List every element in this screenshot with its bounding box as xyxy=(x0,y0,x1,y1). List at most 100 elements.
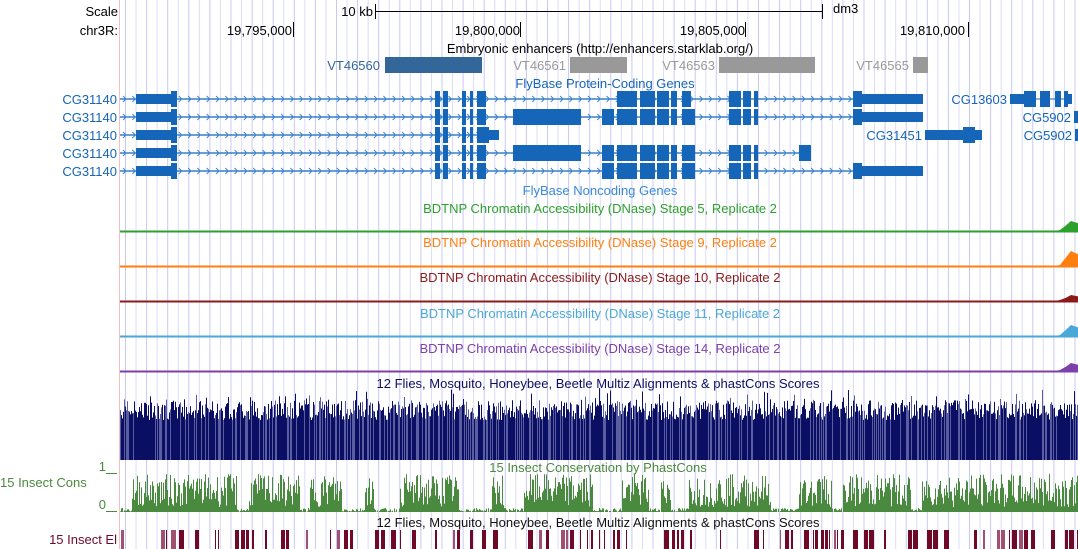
multiz-bar xyxy=(450,410,451,460)
multiz-bar xyxy=(278,415,279,460)
multiz-bar xyxy=(745,404,746,460)
multiz-bar xyxy=(305,404,306,460)
enhancer-label[interactable]: VT46561 xyxy=(513,58,566,73)
multiz-bar xyxy=(879,408,880,460)
gene-label[interactable]: CG5902 xyxy=(1023,128,1072,143)
multiz-bar xyxy=(252,400,253,460)
multiz-bar xyxy=(576,404,577,460)
track-title-dnase-stage5[interactable]: BDTNP Chromatin Accessibility (DNase) St… xyxy=(423,201,777,216)
multiz-bar xyxy=(599,388,600,460)
cons-bar xyxy=(279,501,280,512)
cons-bar xyxy=(282,498,283,512)
strand-arrow-icon xyxy=(336,149,341,157)
cons-bar xyxy=(766,495,767,512)
strand-arrow-icon xyxy=(262,95,267,103)
cons-bar xyxy=(553,491,554,512)
track-title-dnase-stage10[interactable]: BDTNP Chromatin Accessibility (DNase) St… xyxy=(419,270,781,285)
strand-arrow-icon xyxy=(810,95,815,103)
multiz-bar xyxy=(402,406,403,460)
strand-arrow-icon xyxy=(438,167,443,175)
cons-bar xyxy=(632,477,633,512)
enhancer-label[interactable]: VT46560 xyxy=(327,58,380,73)
enhancer-label[interactable]: VT46563 xyxy=(662,58,715,73)
multiz-bar xyxy=(876,414,877,460)
cons-bar xyxy=(409,482,410,512)
multiz-bar xyxy=(149,419,150,460)
cons-bar xyxy=(389,510,390,512)
cons-bar xyxy=(343,511,344,512)
gene-label[interactable]: CG31140 xyxy=(62,146,117,161)
multiz-bar xyxy=(148,405,149,460)
multiz-bar xyxy=(256,416,257,460)
track-title-cons[interactable]: 15 Insect Conservation by PhastCons xyxy=(489,460,707,475)
multiz-bar xyxy=(925,405,926,460)
track-title-dnase-stage11[interactable]: BDTNP Chromatin Accessibility (DNase) St… xyxy=(419,306,781,321)
cons-bar xyxy=(301,509,302,512)
multiz-bar xyxy=(710,404,711,460)
cons-bar xyxy=(170,474,171,512)
multiz-bar xyxy=(197,413,198,460)
multiz-bar xyxy=(707,406,708,460)
track-title-flybase-noncoding[interactable]: FlyBase Noncoding Genes xyxy=(522,183,678,198)
cons-bar xyxy=(176,502,177,512)
gene-label[interactable]: CG31140 xyxy=(62,164,117,179)
cons-bar xyxy=(865,488,866,512)
cons-bar xyxy=(784,508,785,512)
cons-bar xyxy=(658,509,659,512)
cons-bar xyxy=(901,504,902,512)
utr-block xyxy=(136,130,172,140)
multiz-bar xyxy=(889,413,890,460)
multiz-bar xyxy=(362,401,363,460)
cons-side-label[interactable]: 15 Insect Cons xyxy=(0,475,87,490)
cons-bar xyxy=(795,509,796,512)
track-title-dnase-stage9[interactable]: BDTNP Chromatin Accessibility (DNase) St… xyxy=(423,235,777,250)
cons-bar xyxy=(592,484,593,512)
multiz-bar xyxy=(550,415,551,460)
multiz-bar xyxy=(678,417,679,460)
conserved-element xyxy=(215,530,216,549)
gene-label[interactable]: CG5902 xyxy=(1022,110,1071,125)
gene-label[interactable]: CG31140 xyxy=(62,128,117,143)
multiz-bar xyxy=(237,407,238,460)
multiz-bar xyxy=(175,401,176,460)
multiz-bar xyxy=(489,405,490,460)
multiz-bar xyxy=(729,404,730,460)
gene-label[interactable]: CG13603 xyxy=(951,92,1007,107)
cons-bar xyxy=(259,490,260,512)
cons-bar xyxy=(839,508,840,512)
multiz-bar xyxy=(431,409,432,460)
track-title-multiz[interactable]: 12 Flies, Mosquito, Honeybee, Beetle Mul… xyxy=(376,376,820,391)
cons-bar xyxy=(410,491,411,512)
multiz-bar xyxy=(538,417,539,460)
multiz-bar xyxy=(493,403,494,460)
multiz-bar xyxy=(441,406,442,460)
gene-label[interactable]: CG31140 xyxy=(62,110,117,125)
track-title-enhancers[interactable]: Embryonic enhancers (http://enhancers.st… xyxy=(446,41,754,56)
cons-bar xyxy=(140,503,141,512)
cons-bar xyxy=(873,499,874,512)
multiz-bar xyxy=(937,407,938,460)
cons-bar xyxy=(970,488,971,512)
track-title-flybase-coding[interactable]: FlyBase Protein-Coding Genes xyxy=(515,76,695,91)
cons-bar xyxy=(564,483,565,512)
multiz-bar xyxy=(354,410,355,460)
conserved-element xyxy=(1001,530,1005,549)
multiz-bar xyxy=(938,407,939,460)
cons-bar xyxy=(713,506,714,512)
cons-bar xyxy=(798,508,799,512)
track-title-elements[interactable]: 12 Flies, Mosquito, Honeybee, Beetle Mul… xyxy=(376,515,820,530)
gene-label[interactable]: CG31140 xyxy=(62,92,117,107)
enhancer-label[interactable]: VT46565 xyxy=(856,58,909,73)
elements-side-label[interactable]: 15 Insect El xyxy=(49,532,117,547)
multiz-bar xyxy=(694,411,695,460)
cons-bar xyxy=(552,500,553,512)
cons-bar xyxy=(204,481,205,512)
gene-label[interactable]: CG31451 xyxy=(866,128,922,143)
multiz-bar xyxy=(389,412,390,460)
multiz-bar xyxy=(546,408,547,460)
dnase-baseline xyxy=(120,230,1078,233)
cons-bar xyxy=(793,511,794,512)
track-title-dnase-stage14[interactable]: BDTNP Chromatin Accessibility (DNase) St… xyxy=(419,341,781,356)
multiz-bar xyxy=(199,402,200,460)
